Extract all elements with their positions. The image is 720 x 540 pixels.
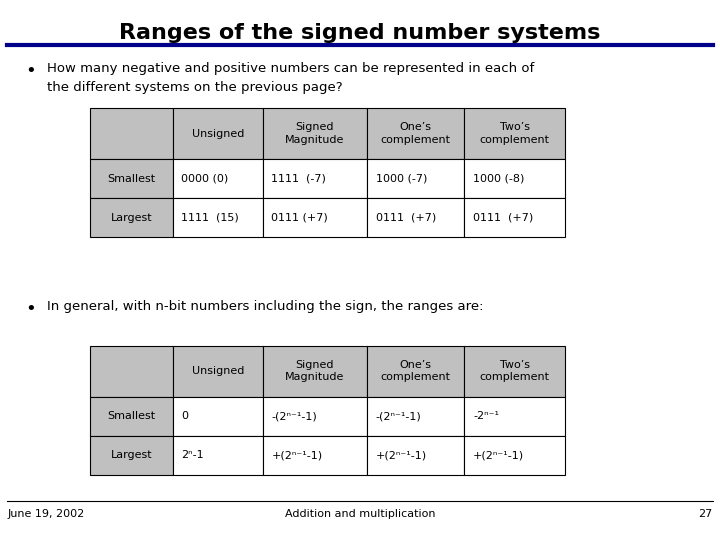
Text: How many negative and positive numbers can be represented in each of
the differe: How many negative and positive numbers c… (47, 62, 534, 94)
Text: Unsigned: Unsigned (192, 366, 244, 376)
Text: One’s
complement: One’s complement (381, 360, 451, 382)
Bar (263, 436, 367, 475)
Bar (464, 436, 565, 475)
Text: 1111  (15): 1111 (15) (181, 213, 239, 222)
Text: Signed
Magnitude: Signed Magnitude (285, 123, 345, 145)
Bar (367, 198, 464, 237)
Bar (173, 198, 263, 237)
Bar (90, 346, 173, 397)
Bar (90, 198, 173, 237)
Text: Addition and multiplication: Addition and multiplication (284, 509, 436, 519)
Text: 0000 (0): 0000 (0) (181, 174, 229, 184)
Text: 27: 27 (698, 509, 713, 519)
Text: 0: 0 (181, 411, 189, 421)
Text: -(2ⁿ⁻¹-1): -(2ⁿ⁻¹-1) (376, 411, 422, 421)
Bar (173, 108, 263, 159)
Text: 0111  (+7): 0111 (+7) (376, 213, 436, 222)
Text: +(2ⁿ⁻¹-1): +(2ⁿ⁻¹-1) (271, 450, 323, 460)
Bar (263, 346, 367, 397)
Bar (263, 198, 367, 237)
Bar (90, 108, 173, 159)
Bar (173, 397, 263, 436)
Bar (90, 159, 173, 198)
Text: 2ⁿ-1: 2ⁿ-1 (181, 450, 204, 460)
Text: •: • (25, 300, 36, 318)
Text: June 19, 2002: June 19, 2002 (7, 509, 84, 519)
Text: -2ⁿ⁻¹: -2ⁿ⁻¹ (473, 411, 499, 421)
Bar (367, 159, 464, 198)
Text: •: • (25, 62, 36, 80)
Bar (367, 346, 464, 397)
Bar (367, 108, 464, 159)
Text: +(2ⁿ⁻¹-1): +(2ⁿ⁻¹-1) (473, 450, 524, 460)
Text: Largest: Largest (111, 450, 152, 460)
Text: 1111  (-7): 1111 (-7) (271, 174, 326, 184)
Text: 0111  (+7): 0111 (+7) (473, 213, 534, 222)
Bar (464, 198, 565, 237)
Bar (367, 436, 464, 475)
Bar (263, 397, 367, 436)
Text: In general, with n-bit numbers including the sign, the ranges are:: In general, with n-bit numbers including… (47, 300, 483, 313)
Bar (464, 159, 565, 198)
Text: -(2ⁿ⁻¹-1): -(2ⁿ⁻¹-1) (271, 411, 318, 421)
Bar (464, 346, 565, 397)
Bar (90, 397, 173, 436)
Bar (464, 108, 565, 159)
Text: Two’s
complement: Two’s complement (480, 360, 550, 382)
Bar (173, 159, 263, 198)
Text: Largest: Largest (111, 213, 152, 222)
Bar (173, 436, 263, 475)
Text: +(2ⁿ⁻¹-1): +(2ⁿ⁻¹-1) (376, 450, 427, 460)
Bar (263, 108, 367, 159)
Text: Signed
Magnitude: Signed Magnitude (285, 360, 345, 382)
Text: 1000 (-8): 1000 (-8) (473, 174, 524, 184)
Bar (367, 397, 464, 436)
Text: 0111 (+7): 0111 (+7) (271, 213, 328, 222)
Text: 1000 (-7): 1000 (-7) (376, 174, 427, 184)
Text: Two’s
complement: Two’s complement (480, 123, 550, 145)
Bar (90, 436, 173, 475)
Bar (464, 397, 565, 436)
Text: Ranges of the signed number systems: Ranges of the signed number systems (120, 23, 600, 43)
Bar (173, 346, 263, 397)
Text: Smallest: Smallest (107, 411, 156, 421)
Text: One’s
complement: One’s complement (381, 123, 451, 145)
Text: Smallest: Smallest (107, 174, 156, 184)
Text: Unsigned: Unsigned (192, 129, 244, 139)
Bar (263, 159, 367, 198)
